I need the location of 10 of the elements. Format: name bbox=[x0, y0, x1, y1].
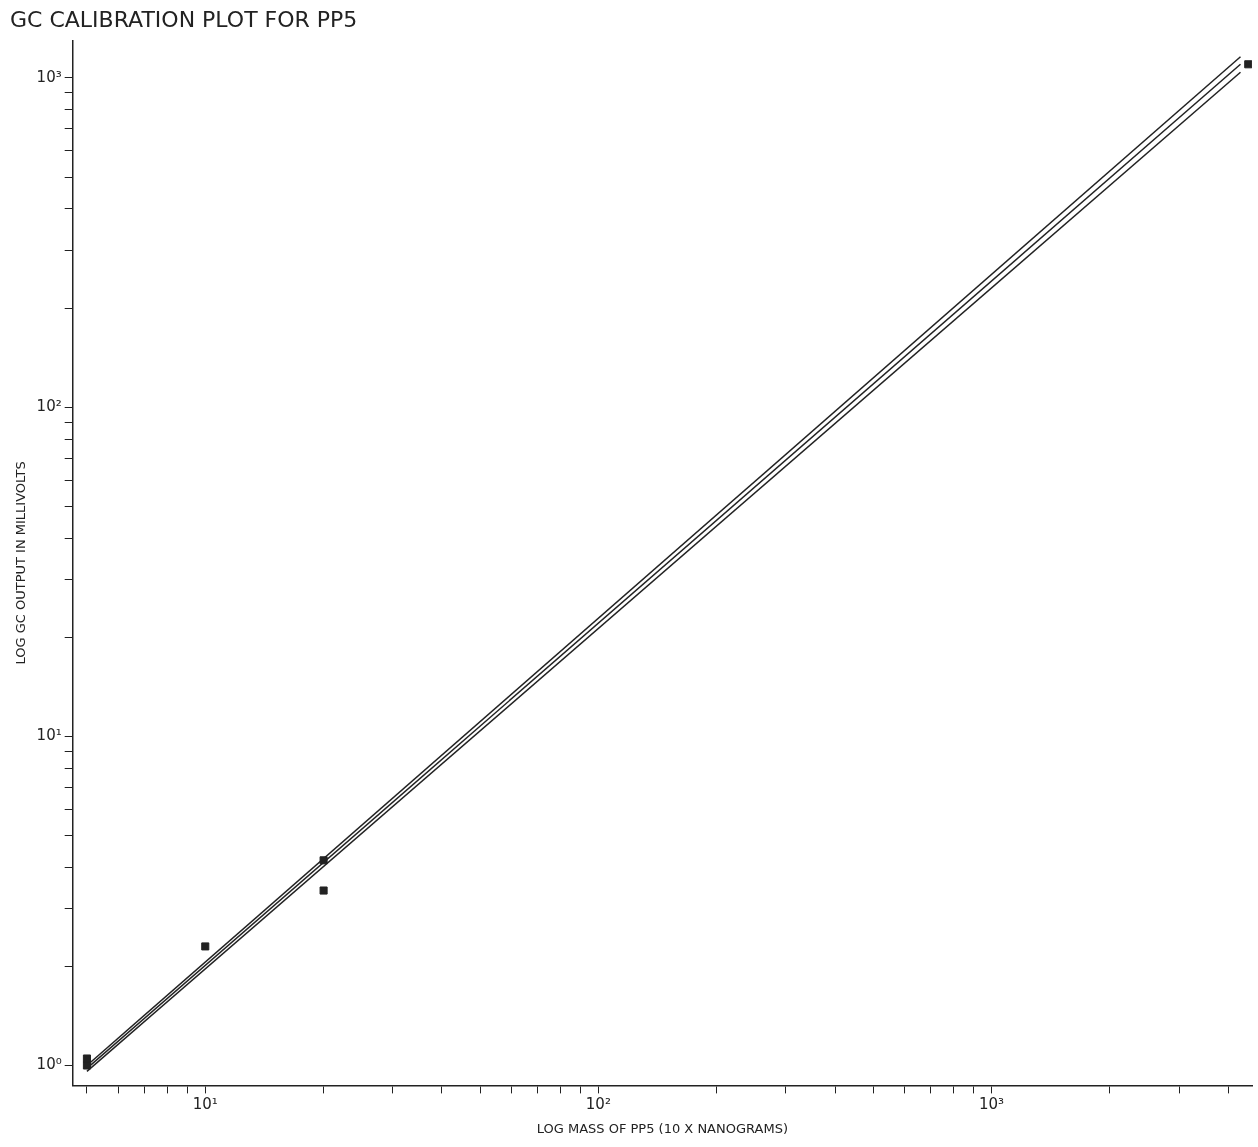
y-axis-title: LOG GC OUTPUT IN MILLIVOLTS bbox=[13, 461, 29, 665]
y-tick-label: 10¹ bbox=[36, 726, 62, 745]
y-tick-label: 10⁰ bbox=[36, 1055, 62, 1074]
x-tick-label: 10³ bbox=[978, 1095, 1005, 1114]
y-tick-label: 10³ bbox=[36, 67, 62, 86]
chart-title: GC CALIBRATION PLOT FOR PP5 bbox=[10, 6, 358, 32]
x-axis-title: LOG MASS OF PP5 (10 X NANOGRAMS) bbox=[536, 1120, 788, 1136]
x-tick-label: 10² bbox=[585, 1095, 611, 1114]
x-tick-label: 10¹ bbox=[192, 1095, 218, 1114]
y-tick-label: 10² bbox=[36, 396, 62, 415]
